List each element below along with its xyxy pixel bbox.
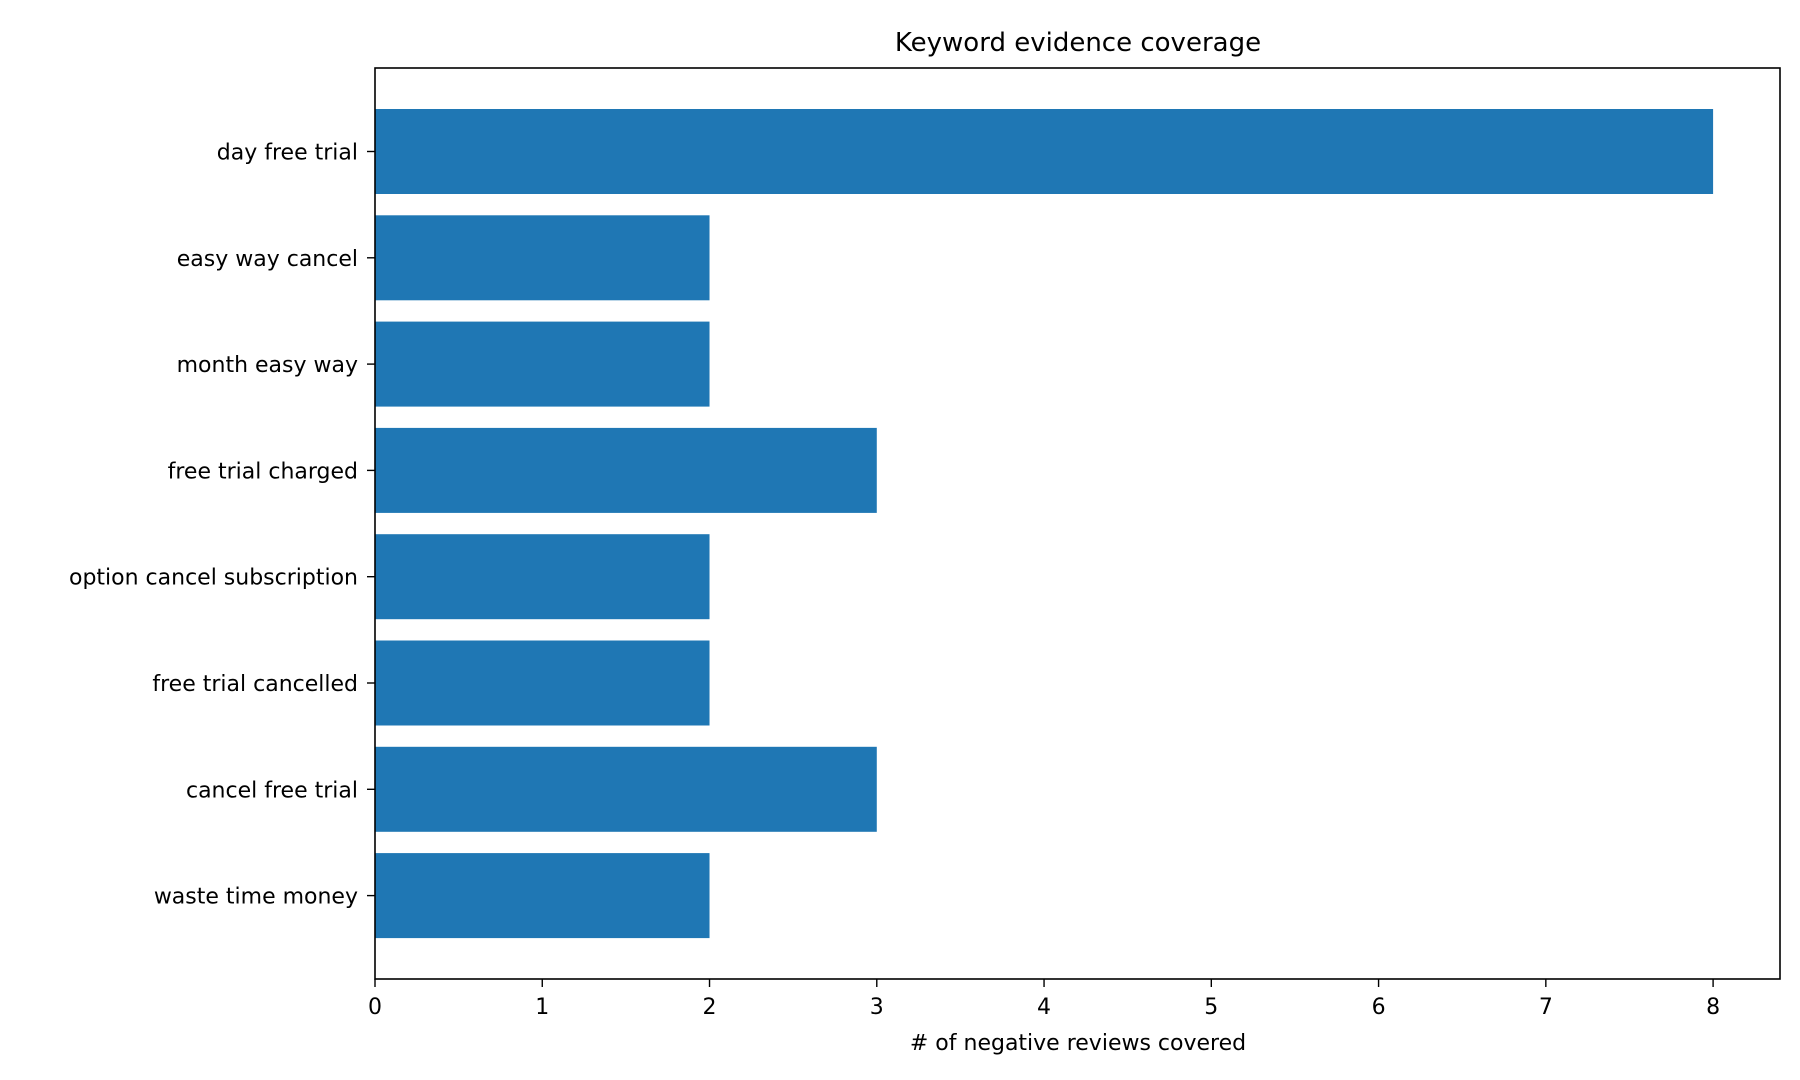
x-tick-label: 8: [1706, 995, 1720, 1020]
x-tick-label: 4: [1037, 995, 1051, 1020]
y-tick-label: free trial charged: [168, 459, 358, 484]
y-tick-label: easy way cancel: [177, 247, 358, 272]
x-tick-label: 3: [870, 995, 884, 1020]
bar: [375, 215, 710, 301]
bar: [375, 321, 710, 407]
x-tick-label: 7: [1539, 995, 1553, 1020]
x-tick-label: 0: [368, 995, 382, 1020]
bars-layer: [375, 109, 1714, 939]
y-axis: day free trial easy way cancel month easy …: [69, 141, 375, 910]
bar: [375, 746, 877, 832]
x-tick-label: 2: [703, 995, 717, 1020]
x-tick-label: 6: [1372, 995, 1386, 1020]
plot-frame: [374, 67, 1781, 980]
bar: [375, 534, 710, 620]
bar: [375, 640, 710, 726]
x-tick-label: 1: [535, 995, 549, 1020]
y-tick-label: cancel free trial: [186, 778, 358, 803]
y-tick-label: day free trial: [217, 141, 358, 166]
x-axis: 0 1 2 3 4 5 6 7 8: [368, 979, 1720, 1020]
x-tick-label: 5: [1204, 995, 1218, 1020]
chart-title: Keyword evidence coverage: [895, 28, 1261, 58]
y-tick-label: free trial cancelled: [152, 672, 358, 697]
y-tick-label: month easy way: [177, 353, 358, 378]
bar: [375, 109, 1714, 194]
y-tick-label: waste time money: [154, 885, 358, 910]
bar: [375, 427, 877, 513]
bar: [375, 853, 710, 939]
y-tick-label: option cancel subscription: [69, 566, 358, 591]
x-axis-label: # of negative reviews covered: [910, 1031, 1246, 1056]
